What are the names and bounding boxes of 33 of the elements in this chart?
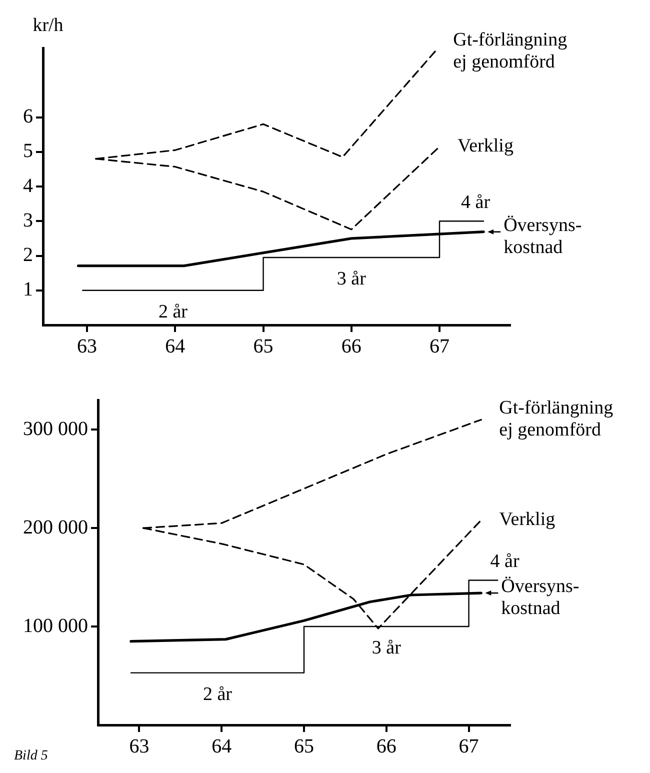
x-tick-label: 64 — [165, 335, 186, 358]
series-label: Verklig — [458, 136, 514, 157]
annotation: 4 år — [490, 551, 520, 572]
annotation: 3 år — [372, 638, 402, 658]
y-tick-label: 200 000 — [23, 516, 88, 538]
legend-label: Översyns-kostnad — [504, 214, 582, 258]
x-tick-label: 65 — [253, 335, 274, 358]
x-tick-label: 67 — [458, 735, 479, 758]
y-tick-label: 300 000 — [23, 418, 88, 440]
annotation: 4 år — [461, 192, 491, 214]
y-tick-label: 100 000 — [23, 614, 88, 637]
y-tick-label: 2 — [23, 244, 33, 266]
y-tick-label: 3 — [23, 209, 33, 232]
x-tick-label: 66 — [341, 335, 362, 358]
series-label: Gt-förlängning ej genomförd — [453, 29, 568, 72]
y-axis-title: kr/h — [32, 14, 64, 36]
x-tick-label: 67 — [430, 335, 450, 358]
y-tick-label: 5 — [23, 140, 33, 162]
x-tick-label: 63 — [129, 735, 150, 758]
text: Bild 5 — [14, 748, 48, 764]
series-label: Verklig — [499, 509, 556, 530]
annotation: 2 år — [202, 684, 233, 705]
series-label: Gt-förlängning ej genomförd — [499, 398, 614, 441]
x-tick-label: 65 — [294, 735, 314, 758]
annotation: 2 år — [158, 301, 188, 322]
y-tick-label: 1 — [23, 278, 33, 301]
y-tick-label: 6 — [23, 106, 33, 128]
annotation: 3 år — [336, 268, 367, 290]
x-tick-label: 64 — [212, 735, 232, 758]
x-tick-label: 66 — [376, 735, 396, 758]
legend-label: Översyns-kostnad — [501, 576, 580, 620]
x-tick-label: 63 — [77, 335, 98, 358]
y-tick-label: 4 — [23, 174, 33, 197]
